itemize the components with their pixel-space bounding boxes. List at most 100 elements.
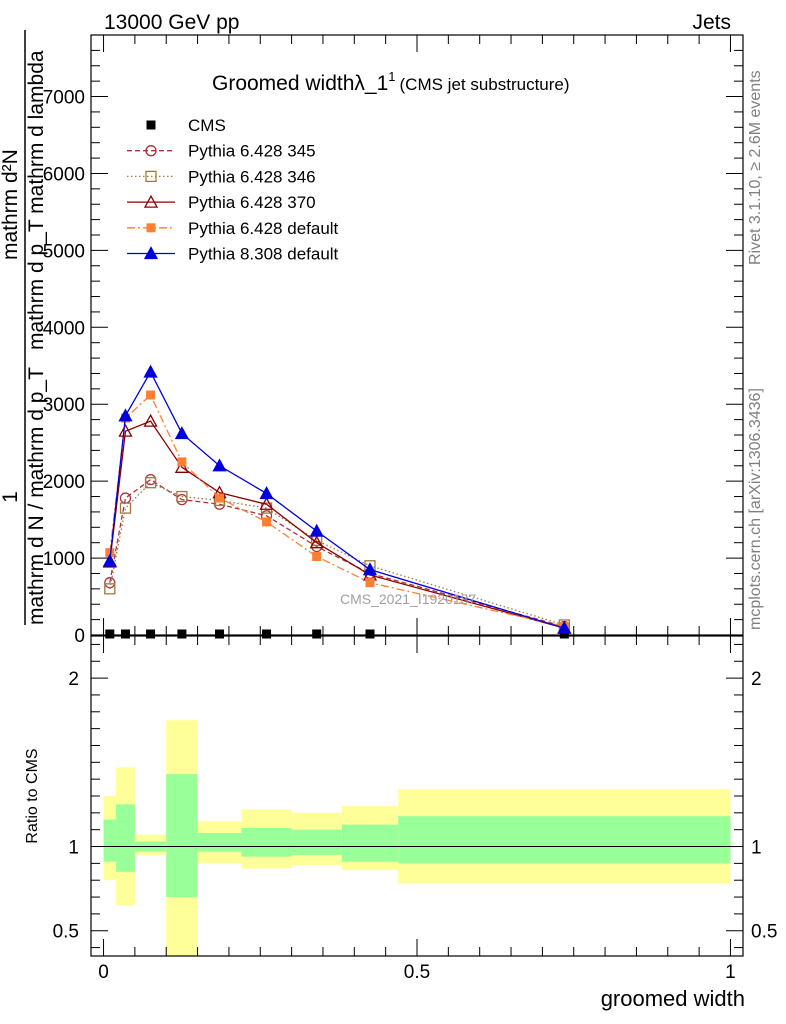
x-tick-label: 1 xyxy=(725,962,736,983)
series-5 xyxy=(102,364,572,634)
series-0-point xyxy=(105,629,115,639)
energy-label: 13000 GeV pp xyxy=(104,11,239,34)
series-0-point xyxy=(262,629,272,639)
series-2-point xyxy=(144,477,157,489)
ratio-inner-band-3 xyxy=(166,774,198,898)
series-3-point xyxy=(174,459,189,473)
chart-title-main: Groomed widthλ_1 xyxy=(212,72,388,95)
series-4-point xyxy=(262,517,272,527)
series-3-point xyxy=(118,423,133,437)
series-5-point xyxy=(174,426,189,440)
main-y-axis-label: mathrm d N / mathrm d p_T 1 mathrm d p_T… xyxy=(0,30,48,625)
series-0-point xyxy=(215,629,225,639)
legend: CMS Pythia 6.428 345 Pythia 6.428 346 Pythi… xyxy=(127,116,339,264)
legend-marker-3 xyxy=(143,194,159,208)
main-y-tick-label: 5000 xyxy=(43,241,85,262)
y-label-outer-num: 1 xyxy=(0,491,22,503)
series-3-point xyxy=(143,413,158,427)
legend-label-1: Pythia 6.428 345 xyxy=(188,142,316,161)
ratio-inner-band-5 xyxy=(241,828,292,857)
series-4-point xyxy=(215,493,225,503)
legend-entry-1: Pythia 6.428 345 xyxy=(127,142,316,161)
series-line-5 xyxy=(109,370,565,629)
legend-marker-0 xyxy=(146,120,156,130)
series-4-point xyxy=(105,548,115,558)
main-y-tick-label: 7000 xyxy=(43,88,85,109)
x-axis: 0 0.5 1 xyxy=(98,35,736,983)
series-1-point xyxy=(144,473,157,486)
series-0-point xyxy=(120,629,130,639)
ratio-y-tick-label-right: 0.5 xyxy=(751,922,777,943)
legend-marker-1 xyxy=(145,145,157,157)
legend-marker-2 xyxy=(145,170,157,183)
legend-entry-0: CMS xyxy=(146,116,226,135)
ratio-inner-band-4 xyxy=(197,833,242,852)
series-3-point xyxy=(259,496,274,510)
watermark: CMS_2021_I1920187 xyxy=(340,591,476,607)
series-3 xyxy=(102,413,572,634)
ratio-y-tick-label-right: 1 xyxy=(751,838,762,859)
series-5-point xyxy=(143,364,158,378)
y-label-outer-den: mathrm d N / mathrm d p_T xyxy=(25,367,48,625)
legend-marker-4 xyxy=(146,223,156,233)
series-2-point xyxy=(119,502,132,514)
main-y-tick-label: 0 xyxy=(74,626,85,647)
chart-title-sup: 1 xyxy=(388,69,395,84)
legend-entry-2: Pythia 6.428 346 xyxy=(127,167,316,186)
series-0-point xyxy=(559,629,569,639)
series-0-point xyxy=(177,629,187,639)
series-line-2 xyxy=(109,481,565,626)
ratio-ticks: 0.5 0.5 1 1 2 2 xyxy=(53,643,777,949)
series-5-point xyxy=(259,486,274,500)
legend-entry-5: Pythia 8.308 default xyxy=(127,245,339,264)
legend-entry-4: Pythia 6.428 default xyxy=(127,219,339,238)
ratio-inner-band-7 xyxy=(341,824,399,862)
series-0-point xyxy=(365,629,375,639)
main-y-tick-label: 2000 xyxy=(43,472,85,493)
chart-title-sub: (CMS jet substructure) xyxy=(400,75,570,94)
ratio-bands xyxy=(103,720,731,956)
legend-label-3: Pythia 6.428 370 xyxy=(188,193,316,212)
legend-marker-5 xyxy=(143,246,159,260)
series-4-point xyxy=(312,552,322,562)
series-0 xyxy=(105,629,569,639)
legend-label-2: Pythia 6.428 346 xyxy=(188,167,316,186)
series-2-point xyxy=(104,583,116,595)
series-5-point xyxy=(309,523,324,537)
mcplots-label: mcplots.cern.ch [arXiv:1306.3436] xyxy=(747,388,764,630)
legend-label-5: Pythia 8.308 default xyxy=(188,245,339,264)
main-ticks: 0 1000 2000 3000 4000 5000 6000 7000 xyxy=(43,34,743,647)
series-4-point xyxy=(146,390,156,400)
chart-title: Groomed widthλ_11 (CMS jet substructure) xyxy=(212,69,570,95)
series-0-point xyxy=(312,629,322,639)
ratio-y-tick-label: 0.5 xyxy=(53,922,79,943)
series-2-point xyxy=(176,490,188,503)
series-5-point xyxy=(102,553,117,567)
series-5-point xyxy=(118,408,133,422)
series-3-point xyxy=(309,535,324,549)
rivet-label: Rivet 3.1.10, ≥ 2.6M events xyxy=(747,70,764,265)
legend-label-0: CMS xyxy=(188,116,226,135)
series-0-point xyxy=(146,629,156,639)
series-line-4 xyxy=(109,393,565,628)
ratio-inner-band-1 xyxy=(116,804,135,872)
y-label-top: mathrm d²N xyxy=(0,149,22,260)
x-tick-label: 0 xyxy=(98,962,109,983)
main-y-tick-label: 6000 xyxy=(43,164,85,185)
ratio-inner-band-8 xyxy=(398,816,731,864)
main-y-tick-label: 3000 xyxy=(43,395,85,416)
series-5-point xyxy=(557,620,572,634)
legend-entry-3: Pythia 6.428 370 xyxy=(127,193,316,212)
x-axis-label: groomed width xyxy=(601,986,745,1011)
ratio-y-tick-label-right: 2 xyxy=(751,669,762,690)
ratio-inner-band-6 xyxy=(291,829,342,855)
series-4-point xyxy=(365,578,375,588)
main-y-tick-label: 4000 xyxy=(43,318,85,339)
ratio-y-label: Ratio to CMS xyxy=(24,748,41,843)
legend-label-4: Pythia 6.428 default xyxy=(188,219,339,238)
main-y-tick-label: 1000 xyxy=(43,549,85,570)
main-series-group xyxy=(102,364,572,639)
ratio-y-tick-label: 1 xyxy=(68,838,79,859)
ratio-plot: 0.5 0.5 1 1 2 2 xyxy=(53,635,777,957)
